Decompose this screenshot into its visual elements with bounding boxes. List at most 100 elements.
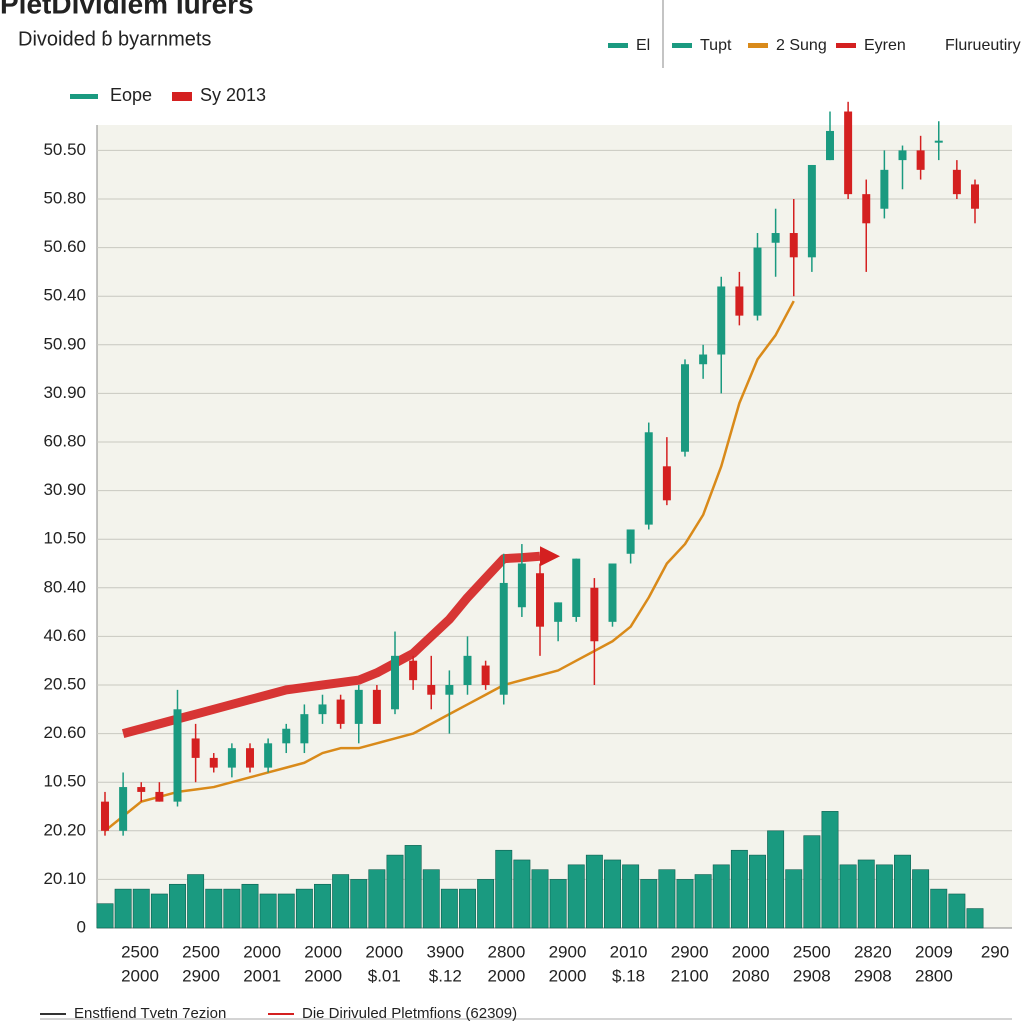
y-tick-label: 50.60 — [43, 237, 86, 256]
candle-body — [101, 801, 109, 831]
y-tick-label: 50.80 — [43, 188, 86, 207]
x-tick-label: 2908 — [793, 966, 831, 985]
x-tick-label: 2000 — [549, 966, 587, 985]
legend-label: Sy 2013 — [200, 85, 266, 105]
y-tick-label: 20.60 — [43, 723, 86, 742]
candle-body — [227, 748, 236, 768]
x-tick-label: 3900 — [426, 942, 464, 961]
x-tick-label: $.18 — [612, 966, 645, 985]
volume-bar — [912, 869, 930, 929]
x-tick-label: 2820 — [854, 942, 892, 961]
volume-bar — [531, 869, 549, 929]
legend-swatch — [70, 94, 98, 99]
volume-bar — [332, 874, 350, 929]
volume-bar — [676, 879, 694, 929]
candle-body — [699, 354, 708, 365]
y-tick-label: 50.50 — [43, 140, 86, 159]
x-tick-label: 2100 — [671, 966, 709, 985]
candle-body — [807, 164, 816, 258]
volume-bar — [350, 879, 368, 929]
candle-body — [445, 685, 454, 695]
volume-bar — [368, 869, 386, 929]
volume-bar — [169, 883, 186, 929]
volume-bar — [440, 888, 458, 929]
candle-body — [427, 685, 436, 695]
y-tick-label: 30.90 — [43, 480, 86, 499]
candle-body — [898, 150, 907, 161]
candle-body — [354, 689, 363, 724]
x-tick-label: 2001 — [243, 966, 281, 985]
y-tick-label: 30.90 — [43, 383, 86, 402]
legend-swatch — [172, 92, 192, 101]
volume-bar — [857, 859, 875, 929]
volume-bar — [839, 864, 857, 929]
x-tick-label: 2000 — [304, 966, 342, 985]
candle-body — [626, 529, 635, 554]
legend-label: Eope — [110, 85, 152, 105]
candle-body — [300, 714, 309, 744]
volume-bar — [622, 864, 640, 929]
y-tick-label: 20.50 — [43, 674, 86, 693]
candle-body — [753, 247, 762, 316]
volume-bar — [495, 849, 513, 929]
volume-bar — [803, 835, 821, 929]
x-tick-label: 2800 — [915, 966, 953, 985]
candle-body — [409, 660, 418, 681]
candle-body — [137, 787, 146, 792]
x-tick-label: 2900 — [549, 942, 587, 961]
candle-body — [735, 286, 744, 316]
candle-body — [336, 699, 345, 724]
volume-bar — [295, 888, 313, 929]
chart-title: PletDividiem Iurers — [0, 0, 254, 19]
volume-bar — [658, 869, 676, 929]
x-tick-label: $.01 — [368, 966, 401, 985]
y-tick-label: 20.20 — [43, 820, 86, 839]
candle-body — [246, 748, 254, 768]
candle-body — [481, 665, 490, 685]
x-tick-label: 2800 — [488, 942, 526, 961]
x-tick-label: 2009 — [915, 942, 953, 961]
y-tick-label: 10.50 — [43, 529, 86, 548]
x-tick-label: 2900 — [182, 966, 220, 985]
legend-swatch — [836, 43, 856, 48]
volume-bar — [730, 849, 748, 929]
volume-bar — [930, 888, 948, 929]
legend-label: 2 Sung — [776, 37, 827, 54]
candle-body — [952, 169, 961, 195]
candle-body — [119, 787, 128, 831]
volume-bar — [694, 874, 712, 929]
volume-bar — [966, 908, 984, 929]
volume-bar — [241, 883, 259, 929]
legend-swatch — [748, 43, 768, 48]
y-tick-label: 20.10 — [43, 869, 86, 888]
volume-bar — [821, 811, 839, 929]
candle-body — [844, 111, 853, 195]
volume-bar — [314, 883, 331, 929]
volume-bar — [875, 864, 893, 929]
x-tick-label: 2080 — [732, 966, 770, 985]
volume-bar — [549, 879, 567, 929]
legend-label: Flurueutiry — [945, 37, 1021, 54]
candle-body — [681, 364, 689, 452]
trend-arrow-head — [540, 546, 560, 567]
volume-bar — [640, 879, 658, 929]
volume-bar — [749, 854, 766, 929]
x-tick-label: 2500 — [182, 942, 220, 961]
volume-bar — [132, 888, 150, 929]
volume-bar — [96, 903, 114, 929]
candle-body — [173, 709, 182, 802]
trend-arrow-line — [121, 551, 541, 738]
x-tick-label: 2000 — [365, 942, 403, 961]
candle-body — [517, 563, 526, 608]
volume-bar — [477, 879, 495, 929]
volume-bar — [785, 869, 803, 929]
candle-body — [644, 432, 653, 525]
volume-bar — [948, 893, 966, 929]
candle-body — [391, 655, 399, 710]
candle-body — [916, 150, 925, 170]
legend-label: Eyren — [864, 37, 906, 54]
x-tick-label: 2000 — [243, 942, 281, 961]
volume-bar — [386, 854, 404, 929]
